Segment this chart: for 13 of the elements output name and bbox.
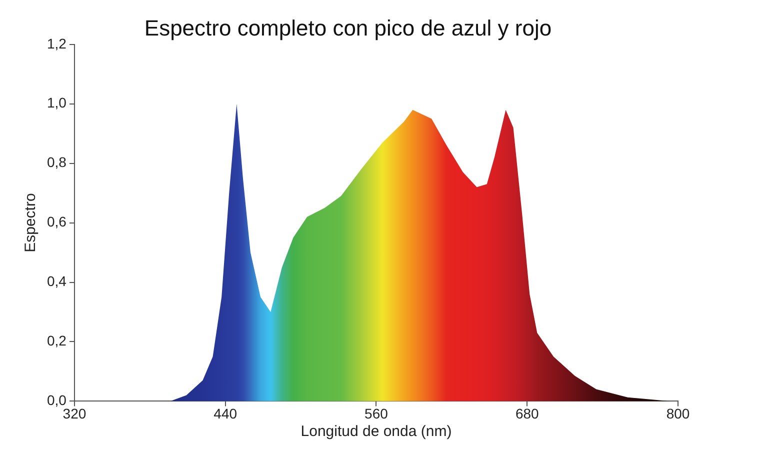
y-tick-label: 0,4	[46, 273, 67, 290]
x-axis-title: Longitud de onda (nm)	[300, 423, 452, 440]
x-tick-label: 680	[515, 405, 540, 422]
x-tick-label: 560	[364, 405, 388, 422]
y-tick-label: 0,8	[46, 154, 67, 170]
y-tick-label: 1,2	[46, 35, 67, 52]
y-tick-label: 1,0	[46, 94, 67, 111]
chart-title: Espectro completo con pico de azul y rojo	[144, 15, 552, 40]
y-axis-title: Espectro	[22, 193, 40, 252]
x-tick-label: 800	[666, 405, 690, 422]
y-tick-label: 0,2	[46, 332, 67, 349]
y-tick-label: 0,6	[46, 214, 67, 230]
x-tick-label: 440	[214, 405, 238, 422]
